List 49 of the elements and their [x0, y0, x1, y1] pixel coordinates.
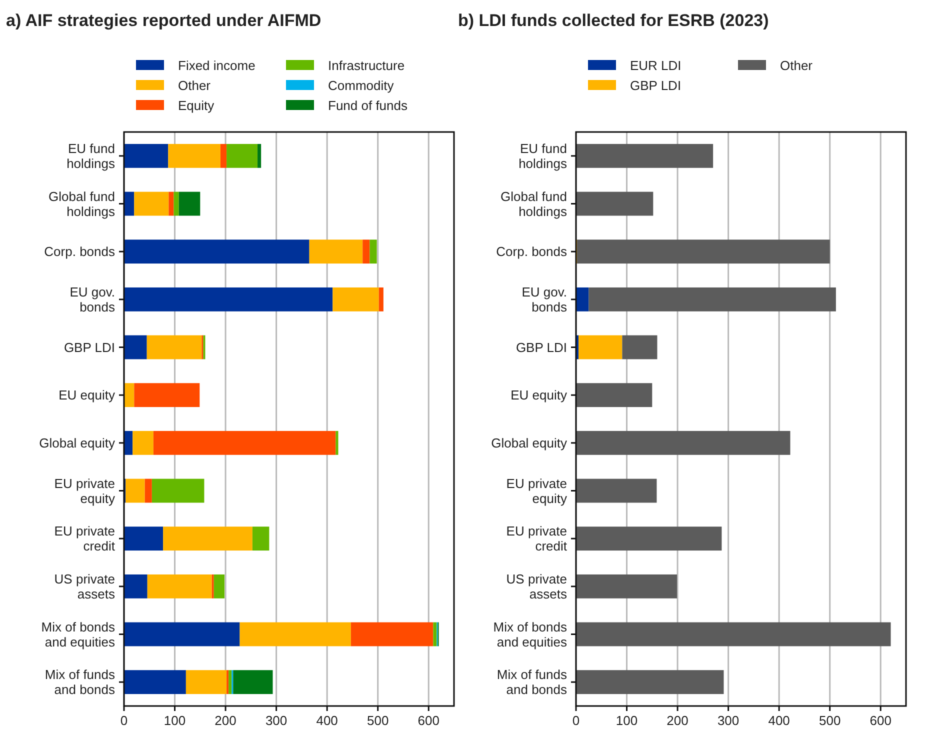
chart-title: a) AIF strategies reported under AIFMD: [6, 11, 322, 30]
y-tick-label: Mix of bonds and equities: [41, 619, 116, 650]
x-tick-label: 600: [870, 713, 892, 728]
y-tick-label: US private assets: [54, 571, 116, 602]
legend-label: GBP LDI: [630, 78, 682, 93]
x-tick-label: 500: [818, 713, 841, 728]
legend-label: EUR LDI: [630, 58, 682, 73]
x-tick-label: 400: [316, 713, 338, 728]
y-tick-label: GBP LDI: [516, 340, 567, 355]
y-tick-label: Mix of funds and bonds: [496, 667, 568, 698]
y-tick-label: EU fund holdings: [66, 140, 116, 171]
y-tick-label: Global equity: [39, 435, 116, 450]
x-tick-label: 0: [572, 713, 580, 728]
y-tick-label: Global equity: [491, 435, 568, 450]
legend-label: Other: [780, 58, 814, 73]
y-tick-label: EU private credit: [54, 524, 116, 554]
y-tick-label: Global fund holdings: [500, 188, 568, 219]
legend-label: Commodity: [328, 78, 394, 93]
x-tick-label: 0: [120, 713, 128, 728]
y-tick-label: EU fund holdings: [518, 140, 568, 171]
x-tick-label: 100: [616, 713, 638, 728]
y-tick-label: Global fund holdings: [48, 188, 116, 219]
x-tick-label: 300: [717, 713, 740, 728]
y-tick-label: EU gov. bonds: [522, 284, 568, 314]
x-tick-label: 200: [214, 713, 236, 728]
y-tick-label: US private assets: [506, 571, 568, 602]
chart-title: b) LDI funds collected for ESRB (2023): [458, 11, 769, 30]
legend-label: Fund of funds: [328, 98, 408, 113]
x-tick-label: 200: [666, 713, 688, 728]
x-tick-label: 400: [768, 713, 790, 728]
y-tick-label: Corp. bonds: [44, 244, 116, 260]
y-tick-label: EU gov. bonds: [70, 284, 116, 314]
y-tick-label: EU private equity: [54, 476, 116, 506]
y-tick-label: Corp. bonds: [496, 244, 568, 260]
y-tick-label: EU private credit: [506, 524, 568, 554]
x-tick-label: 100: [164, 713, 186, 728]
y-tick-label: EU private equity: [506, 476, 568, 506]
x-tick-label: 300: [265, 713, 288, 728]
y-tick-label: EU equity: [510, 388, 568, 403]
x-tick-label: 500: [366, 713, 389, 728]
y-tick-label: GBP LDI: [64, 340, 115, 355]
legend-label: Fixed income: [178, 58, 256, 73]
legend-label: Infrastructure: [328, 58, 405, 73]
y-tick-label: Mix of funds and bonds: [44, 667, 116, 698]
y-tick-label: Mix of bonds and equities: [493, 619, 568, 650]
x-tick-label: 600: [418, 713, 440, 728]
legend-label: Equity: [178, 98, 215, 113]
legend-label: Other: [178, 78, 212, 93]
y-tick-label: EU equity: [58, 388, 116, 403]
